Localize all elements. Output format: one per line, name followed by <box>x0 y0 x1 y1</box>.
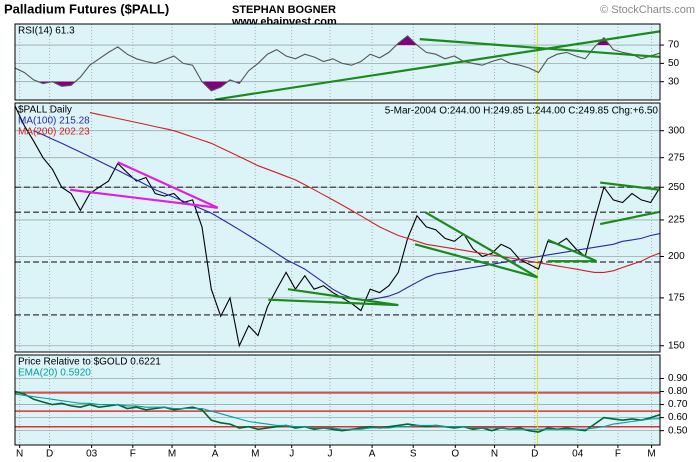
chart-title: Palladium Futures ($PALL) <box>4 1 169 16</box>
y-tick-label: 0.90 <box>668 373 688 384</box>
y-tick-label: 250 <box>668 182 685 193</box>
y-tick-label: 0.70 <box>668 399 688 410</box>
series-line <box>33 130 660 301</box>
x-tick-label: A <box>369 449 376 460</box>
y-tick-label: 225 <box>668 215 685 226</box>
author: STEPHAN BOGNER <box>232 4 336 16</box>
series-line <box>89 112 660 273</box>
y-tick-label: 200 <box>668 251 685 262</box>
x-tick-label: M <box>251 449 259 460</box>
legend-entry: $PALL Daily <box>18 105 72 116</box>
legend-label: RSI(14) 61.3 <box>18 26 75 37</box>
trendline <box>599 210 660 226</box>
x-tick-label: M <box>647 449 655 460</box>
legend-entry: Price Relative to $GOLD 0.6221 <box>18 357 161 368</box>
y-tick-label: 0.80 <box>668 386 688 397</box>
x-tick-label: O <box>451 449 459 460</box>
panel-border <box>14 102 661 353</box>
info-label: 5-Mar-2004 O:244.00 H:249.85 L:244.00 C:… <box>385 106 659 117</box>
trendline <box>547 238 597 263</box>
trendline <box>70 188 218 209</box>
panel-border <box>14 354 661 446</box>
x-tick-label: M <box>168 449 176 460</box>
panel-border <box>14 23 661 101</box>
x-tick-label: J <box>289 449 294 460</box>
panel-background <box>15 24 660 100</box>
x-tick-label: F <box>615 449 621 460</box>
trendline <box>268 298 399 307</box>
x-tick-label: F <box>130 449 136 460</box>
trendline <box>419 38 660 59</box>
panel-background <box>15 355 660 445</box>
trendline <box>117 161 219 209</box>
plot-area <box>15 103 660 352</box>
legend-entry: EMA(20) 0.5920 <box>18 368 91 379</box>
plot-area <box>15 24 660 100</box>
y-tick-label: 30 <box>668 76 680 87</box>
x-tick-label: N <box>491 449 498 460</box>
x-tick-label: S <box>410 449 417 460</box>
trendline <box>287 288 399 307</box>
trendline <box>600 181 660 191</box>
trendline <box>424 211 539 279</box>
credit: © StockCharts.com <box>600 4 695 16</box>
x-tick-label: D <box>46 449 53 460</box>
y-tick-label: 300 <box>668 125 685 136</box>
y-tick-label: 50 <box>668 58 680 69</box>
series-line <box>15 393 660 430</box>
panel-background <box>15 103 660 352</box>
plot-area <box>15 355 660 445</box>
x-tick-label: A <box>212 449 219 460</box>
x-tick-label: 03 <box>86 449 98 460</box>
y-tick-label: 150 <box>668 340 685 351</box>
legend-entry: MA(200) 202.23 <box>18 127 90 138</box>
y-tick-label: 0.60 <box>668 412 688 423</box>
legend-entry: MA(100) 215.28 <box>18 116 90 127</box>
x-tick-label: D <box>531 449 538 460</box>
series-line <box>15 390 660 433</box>
x-tick-label: 04 <box>572 449 584 460</box>
y-tick-label: 175 <box>668 293 685 304</box>
series-line <box>15 35 660 92</box>
trendline <box>214 30 660 100</box>
y-tick-label: 70 <box>668 40 680 51</box>
x-tick-label: J <box>328 449 333 460</box>
trendline <box>414 243 538 279</box>
y-tick-label: 275 <box>668 152 685 163</box>
x-tick-label: N <box>16 449 23 460</box>
y-tick-label: 0.50 <box>668 425 688 436</box>
